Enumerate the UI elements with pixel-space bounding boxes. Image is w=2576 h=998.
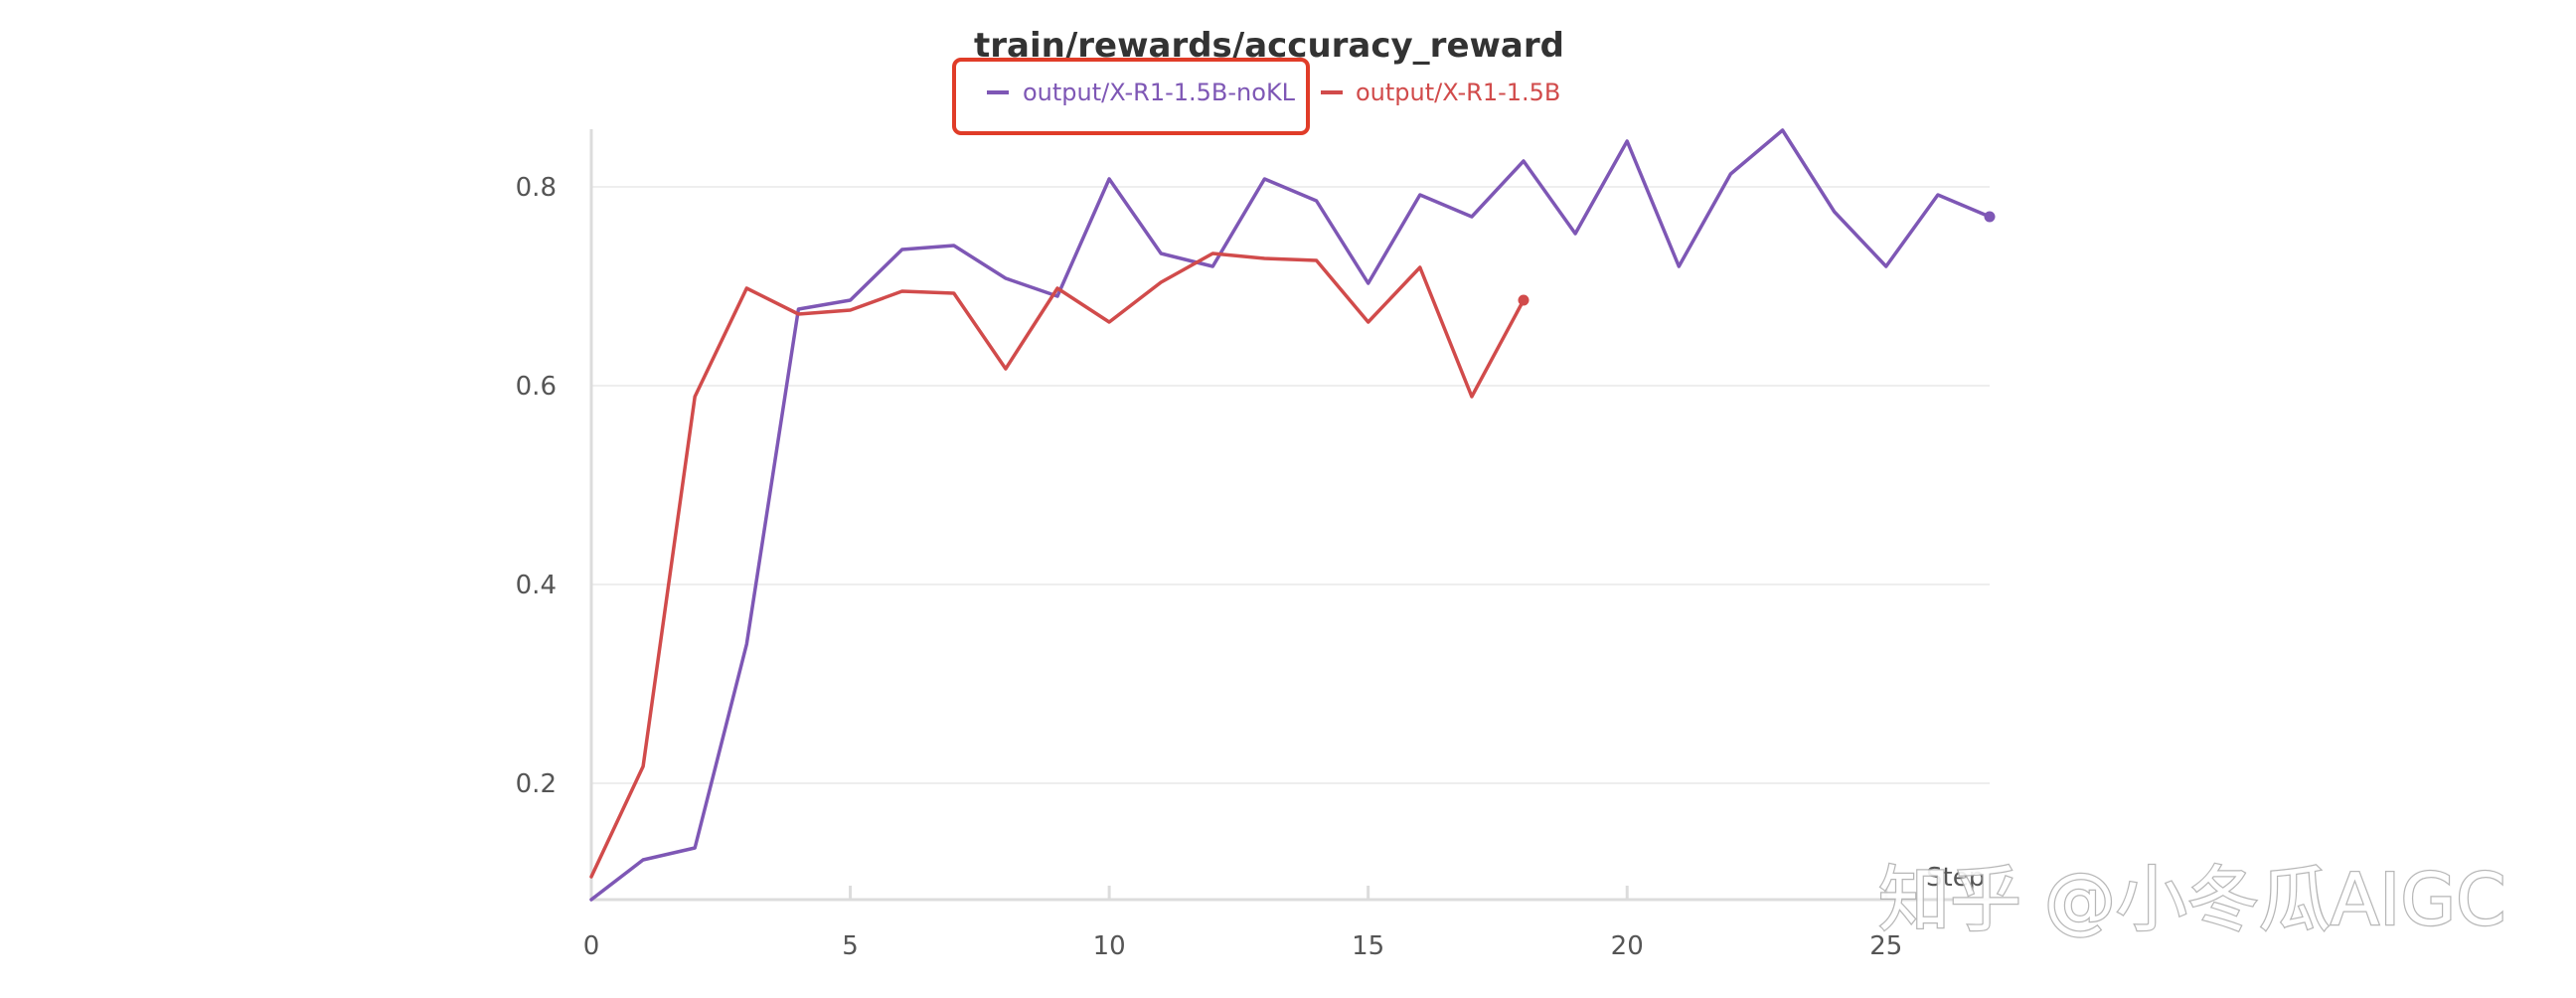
y-tick-label: 0.6 [516,372,557,402]
x-tick-label: 25 [1869,931,1902,961]
legend-label-nokl: output/X-R1-1.5B-noKL [1023,79,1296,106]
legend-label-kl: output/X-R1-1.5B [1356,79,1560,106]
series-end-point-0 [1984,211,1996,223]
y-tick-label: 0.4 [516,571,557,600]
series-lines [589,128,1996,902]
x-tick-label: 15 [1352,931,1384,961]
grid-lines [591,186,1990,784]
legend[interactable]: output/X-R1-1.5B-noKL output/X-R1-1.5B [952,58,1560,135]
x-axis-label: Step [1926,863,1985,893]
series-end-point-1 [1518,294,1530,306]
watermark: 知乎 @小冬瓜AIGC [1878,858,2505,941]
tick-labels: 0.2 0.4 0.6 0.8 0 5 10 15 20 25 [516,173,1903,961]
y-tick-label: 0.8 [516,173,557,203]
axes [589,129,1990,902]
legend-item-kl[interactable]: output/X-R1-1.5B [1321,79,1560,106]
y-tick-label: 0.2 [516,769,557,799]
series-line-0 [589,128,1992,902]
legend-item-nokl[interactable]: output/X-R1-1.5B-noKL [987,79,1296,106]
series-line-1 [589,251,1526,879]
x-tick-label: 0 [583,931,600,961]
x-tick-label: 20 [1611,931,1644,961]
legend-highlight-box [952,58,1310,135]
x-tick-label: 5 [842,931,859,961]
x-tick-label: 10 [1093,931,1126,961]
